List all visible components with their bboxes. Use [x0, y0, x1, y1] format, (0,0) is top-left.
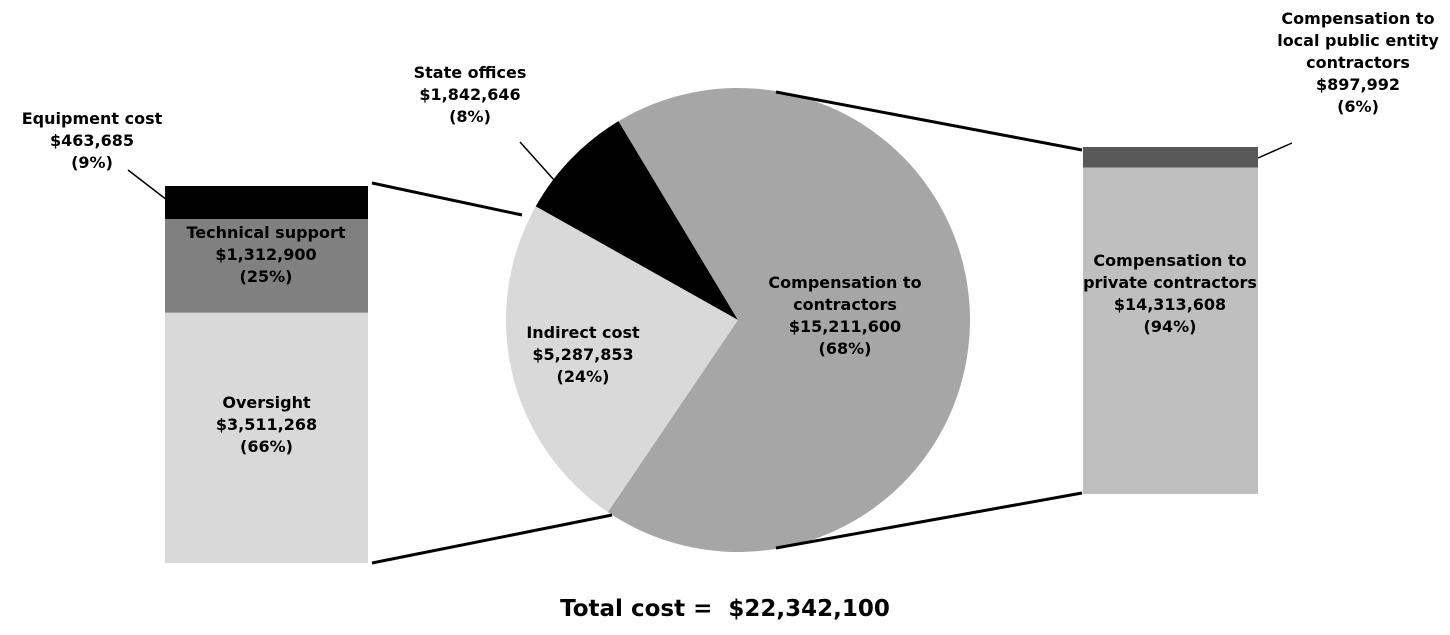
percent-label: (94%) [1143, 317, 1197, 336]
callout-line [1257, 142, 1293, 159]
pie-slice [506, 206, 738, 513]
pie-slice [607, 88, 970, 552]
value-label: $1,312,900 [215, 245, 317, 264]
percent-label: (6%) [1337, 97, 1379, 116]
value-label: $897,992 [1315, 75, 1400, 94]
value-label: $3,511,268 [215, 415, 318, 434]
connector-line [775, 491, 1083, 550]
percent-label: (8%) [449, 107, 491, 126]
callout-line [127, 169, 168, 201]
bar-segment [1083, 147, 1258, 168]
category-label: Technical support [186, 223, 346, 242]
category-label: Equipment cost [21, 109, 163, 128]
value-label: $15,211,600 [788, 317, 902, 336]
data-label: Technical support $1,312,900 (25%) [160, 222, 372, 288]
value-label: $1,842,646 [419, 85, 521, 104]
bar-segment [165, 186, 368, 220]
stacked-bar [165, 186, 368, 563]
value-label: $14,313,608 [1113, 295, 1227, 314]
data-label: Equipment cost $463,685 (9%) [2, 108, 182, 174]
data-label: State offices $1,842,646 (8%) [385, 62, 555, 128]
percent-label: (9%) [71, 153, 113, 172]
category-label: Indirect cost [526, 323, 640, 342]
callouts [127, 141, 1293, 201]
connector-line [371, 513, 613, 565]
percent-label: (25%) [239, 267, 293, 286]
callout-line [519, 141, 564, 191]
category-label: Compensation to contractors [768, 273, 922, 314]
category-label: Compensation to local public entity cont… [1277, 9, 1439, 72]
category-label: State offices [413, 63, 527, 82]
stacked-bar [1083, 147, 1258, 495]
bar-segment [1083, 167, 1258, 495]
data-label: Compensation to contractors $15,211,600 (6… [735, 272, 955, 360]
percent-label: (68%) [818, 339, 872, 358]
connector-line [371, 181, 523, 217]
category-label: Oversight [222, 393, 311, 412]
value-label: $5,287,853 [532, 345, 634, 364]
data-label: Oversight $3,511,268 (66%) [165, 392, 368, 458]
bar-segment [165, 219, 368, 313]
data-label: Compensation to private contractors $14,3… [1070, 250, 1270, 338]
pie-slice [535, 121, 738, 321]
data-label: Compensation to local public entity cont… [1268, 8, 1448, 118]
connectors [371, 90, 1083, 565]
category-label: Compensation to private contractors [1083, 251, 1257, 292]
percent-label: (66%) [240, 437, 293, 456]
total-annotation: Total cost = $22,342,100 [560, 596, 890, 622]
bar-segment [165, 312, 368, 563]
pie [506, 88, 970, 552]
percent-label: (24%) [556, 367, 610, 386]
data-label: Indirect cost $5,287,853 (24%) [488, 322, 678, 388]
value-label: $463,685 [49, 131, 134, 150]
connector-line [775, 90, 1083, 152]
